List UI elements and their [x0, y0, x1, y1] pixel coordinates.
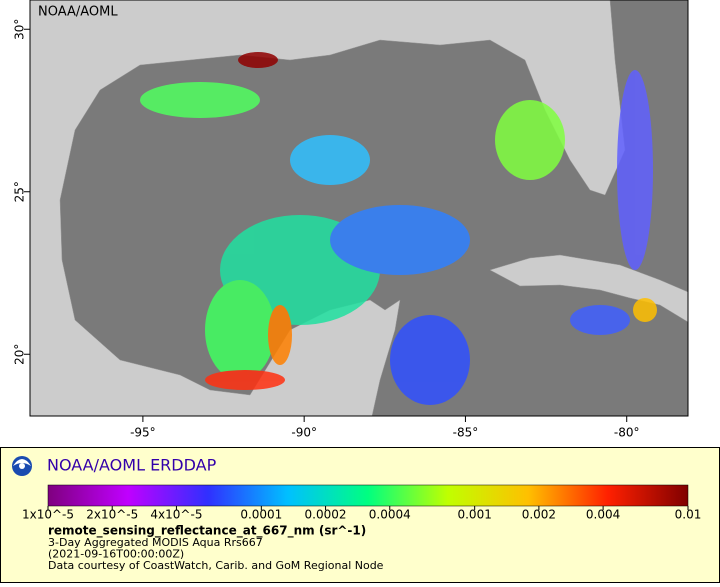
brand: NOAA/AOML ERDDAP — [47, 456, 217, 475]
colorbar-label: 2x10^-5 — [86, 508, 138, 522]
lon-label: -80° — [614, 426, 640, 440]
legend-line: 3-Day Aggregated MODIS Aqua Rrs667 — [48, 536, 263, 549]
legend-line: Data courtesy of CoastWatch, Carib. and … — [48, 559, 384, 572]
colorbar — [47, 484, 689, 507]
lon-label: -95° — [130, 426, 156, 440]
land — [30, 0, 626, 416]
atlantic — [655, 0, 688, 270]
colorbar-label: 0.01 — [675, 508, 702, 522]
lon-label: -90° — [291, 426, 317, 440]
colorbar-label: 0.004 — [586, 508, 620, 522]
legend-line: (2021-09-16T00:00:00Z) — [48, 548, 184, 561]
lat-label: 20° — [13, 344, 27, 365]
map-area — [30, 0, 688, 416]
colorbar-label: 0.0004 — [369, 508, 411, 522]
map-frame — [29, 0, 689, 417]
lat-label: 30° — [13, 19, 27, 40]
variable-name: remote_sensing_reflectance_at_667_nm (sr… — [48, 524, 366, 539]
colorbar-label: 4x10^-5 — [150, 508, 202, 522]
colorbar-label: 0.001 — [457, 508, 491, 522]
colorbar-label: 0.002 — [522, 508, 556, 522]
corner-label: NOAA/AOML — [38, 5, 118, 20]
legend-panel — [0, 447, 720, 583]
cuba — [489, 254, 688, 323]
colorbar-label: 0.0001 — [240, 508, 282, 522]
noaa-logo — [12, 456, 32, 476]
colorbar-label: 0.0002 — [305, 508, 347, 522]
lon-label: -85° — [453, 426, 479, 440]
reflectance-patches — [140, 52, 657, 405]
lat-label: 25° — [13, 181, 27, 202]
colorbar-label: 1x10^-5 — [22, 508, 74, 522]
